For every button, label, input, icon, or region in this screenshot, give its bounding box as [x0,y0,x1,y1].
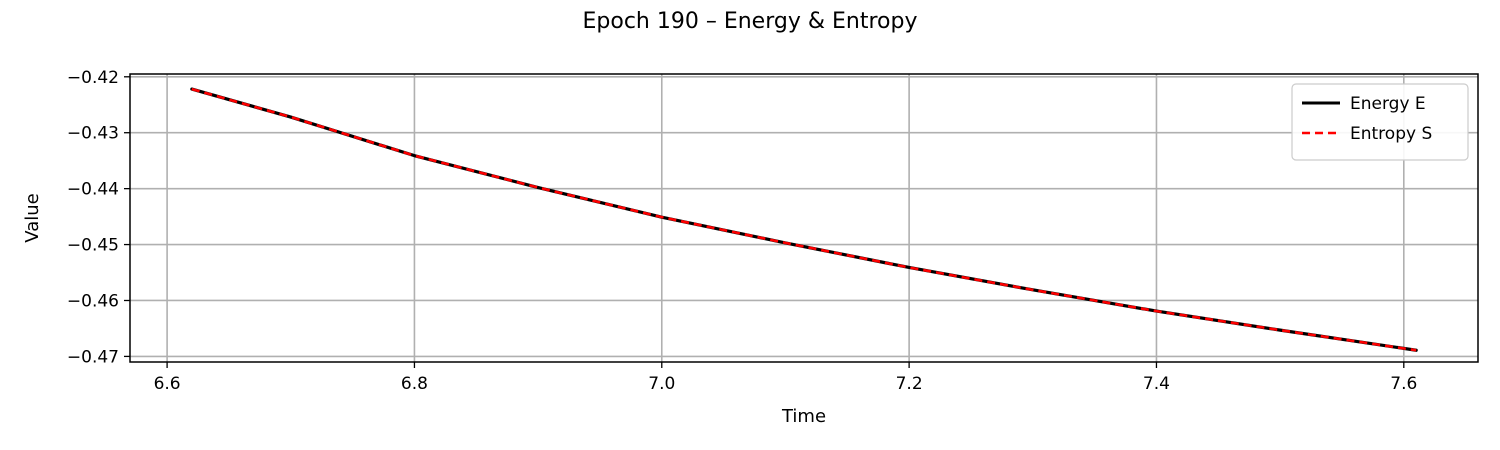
x-tick-label: 7.2 [896,374,923,394]
y-tick-label: −0.46 [67,291,119,311]
y-tick-label: −0.47 [67,347,119,367]
plot-lines [190,87,1418,352]
grid [130,74,1478,362]
y-axis-label: Value [22,193,43,242]
series-line-energy [190,87,1418,352]
y-tick-label: −0.42 [67,68,119,88]
x-axis-ticks: 6.6 6.8 7.0 7.2 7.4 7.6 [154,362,1417,394]
x-tick-label: 7.4 [1143,374,1170,394]
x-tick-label: 6.8 [401,374,428,394]
x-tick-label: 7.6 [1390,374,1417,394]
series-line-entropy [191,87,1417,352]
x-tick-label: 7.0 [648,374,675,394]
x-axis-label: Time [781,406,826,427]
x-tick-label: 6.6 [154,374,181,394]
legend-label: Entropy S [1350,124,1432,144]
chart-title: Epoch 190 – Energy & Entropy [583,9,918,34]
y-tick-label: −0.45 [67,236,119,256]
y-tick-label: −0.43 [67,124,119,144]
plot-frame [129,73,1479,363]
y-tick-label: −0.44 [67,180,119,200]
legend: Energy E Entropy S [1291,83,1469,161]
legend-label: Energy E [1350,94,1426,114]
y-axis-ticks: −0.42 −0.43 −0.44 −0.45 −0.46 −0.47 [67,68,130,367]
